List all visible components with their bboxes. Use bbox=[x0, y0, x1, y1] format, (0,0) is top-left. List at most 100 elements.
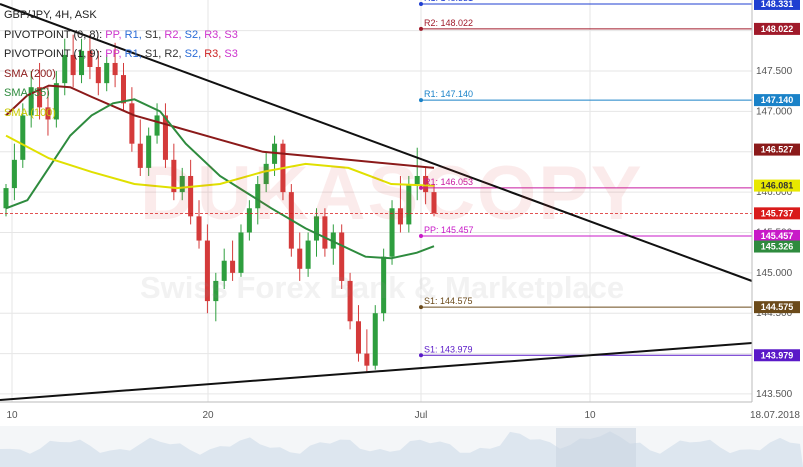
indicator-badge-text: 146.081 bbox=[761, 181, 794, 191]
candle-body bbox=[347, 280, 353, 322]
candle-body bbox=[397, 208, 403, 225]
candle-body bbox=[255, 184, 261, 209]
legend-item-r1: R1, bbox=[124, 28, 145, 41]
level-badge bbox=[754, 22, 800, 35]
pivot-level-dot bbox=[419, 1, 423, 6]
candle-body bbox=[431, 192, 437, 214]
candle-body bbox=[11, 159, 17, 189]
sma100-line bbox=[5, 134, 435, 190]
candle-body bbox=[414, 175, 420, 185]
level-badge bbox=[754, 301, 800, 314]
candle-body bbox=[162, 115, 168, 160]
legend-sma-200: SMA (200) bbox=[4, 67, 56, 80]
candle-body bbox=[112, 62, 118, 76]
trendlines bbox=[0, 3, 753, 401]
candle-body bbox=[171, 159, 177, 193]
candle-body bbox=[146, 135, 152, 168]
candle-body bbox=[28, 87, 34, 116]
level-badge-text: 147.140 bbox=[761, 95, 794, 105]
indicator-badge-text: 146.527 bbox=[761, 145, 794, 155]
candle-body bbox=[179, 175, 185, 193]
candle-body bbox=[406, 184, 412, 225]
candle-body bbox=[196, 216, 202, 241]
legend-item-s2: S2, bbox=[184, 48, 205, 60]
level-badge-text: 145.457 bbox=[761, 231, 794, 241]
indicator-badge-text: 145.326 bbox=[761, 242, 794, 252]
indicator-badge bbox=[754, 143, 800, 156]
pivot-level-label: R1: 146.053 bbox=[424, 177, 473, 187]
candle-body bbox=[246, 208, 252, 233]
pivot-level-label: PP: 145.457 bbox=[424, 225, 474, 235]
indicator-badge bbox=[754, 240, 800, 253]
pivot-level-label: R2: 148.022 bbox=[424, 18, 473, 28]
legend-item-s1: S1, bbox=[144, 28, 165, 41]
chart-legend: GBP/JPY, 4H, ASK PIVOTPOINT (0, 8): PP, … bbox=[4, 6, 238, 123]
candle-body bbox=[62, 54, 68, 84]
candle-body bbox=[53, 83, 59, 120]
level-badge bbox=[754, 94, 800, 107]
legend-item-pp: PP, bbox=[105, 48, 125, 60]
candle-body bbox=[339, 232, 345, 281]
pivot-level-dot bbox=[419, 26, 423, 31]
legend-item-pp: PP, bbox=[105, 28, 125, 41]
candle-body bbox=[423, 175, 429, 193]
legend-pivot-2: PIVOTPOINT (1, 9): PP, R1, S1, R2, S2, R… bbox=[4, 45, 238, 65]
candle-body bbox=[305, 240, 311, 269]
candle-body bbox=[355, 321, 361, 354]
candle-body bbox=[129, 103, 135, 144]
level-badge bbox=[754, 349, 800, 362]
x-tick-label: 10 bbox=[584, 410, 596, 421]
pivot-level-dot bbox=[419, 98, 423, 103]
candle-body bbox=[120, 75, 127, 104]
date-label: 18.07.2018 bbox=[750, 410, 800, 421]
candle-body bbox=[87, 50, 93, 67]
legend-sma-55: SMA (55) bbox=[4, 87, 50, 99]
current-price-badge-text: 145.737 bbox=[761, 208, 794, 218]
legend-pivot-1-label: PIVOTPOINT (0, 8): bbox=[4, 28, 103, 41]
uptrend-line bbox=[0, 342, 753, 401]
y-tick-label: 144.500 bbox=[756, 308, 793, 319]
x-tick-label: 20 bbox=[202, 410, 214, 421]
candle-body bbox=[95, 67, 101, 84]
x-tick-label: Jul bbox=[415, 410, 428, 421]
pivot-level-dot bbox=[419, 185, 423, 190]
candle-body bbox=[230, 260, 236, 273]
legend-pivot-2-items: PP, R1, S1, R2, S2, R3, S3 bbox=[105, 48, 238, 60]
pivot-level-label: S1: 144.575 bbox=[424, 296, 473, 306]
candle-body bbox=[389, 208, 395, 257]
level-badge bbox=[754, 0, 800, 10]
axes: 143.500144.000144.500145.000145.500146.0… bbox=[0, 0, 800, 421]
legend-pivot-2-label: PIVOTPOINT (1, 9): bbox=[4, 48, 103, 60]
indicator-badge bbox=[754, 179, 800, 192]
y-tick-label: 147.000 bbox=[756, 106, 793, 117]
level-badge-text: 148.022 bbox=[761, 24, 794, 34]
candle-body bbox=[263, 163, 269, 185]
level-badge-text: 143.979 bbox=[761, 350, 794, 360]
candle-body bbox=[188, 175, 194, 217]
candle-body bbox=[3, 188, 9, 209]
candle-body bbox=[104, 62, 110, 84]
legend-symbol: GBP/JPY, 4H, ASK bbox=[4, 9, 97, 21]
candle-body bbox=[70, 54, 76, 76]
pivot-level-dot bbox=[419, 233, 423, 238]
x-tick-label: 10 bbox=[6, 410, 18, 421]
moving-averages bbox=[5, 84, 435, 260]
candle-body bbox=[364, 353, 370, 366]
legend-item-s3: S3 bbox=[224, 28, 238, 41]
candle-body bbox=[45, 107, 51, 120]
y-tick-label: 143.500 bbox=[756, 389, 793, 400]
legend-item-r2: R2, bbox=[164, 28, 185, 41]
candle-body bbox=[221, 260, 227, 281]
candle-body bbox=[154, 115, 160, 136]
candle-body bbox=[79, 50, 85, 76]
candle-body bbox=[322, 216, 328, 249]
legend-item-r2: R2, bbox=[164, 48, 185, 60]
downtrend-line bbox=[0, 3, 753, 282]
legend-item-s2: S2, bbox=[184, 28, 205, 41]
candle-body bbox=[313, 216, 320, 241]
legend-pivot-1: PIVOTPOINT (0, 8): PP, R1, S1, R2, S2, R… bbox=[4, 26, 238, 46]
legend-sma-100: SMA (100) bbox=[4, 106, 56, 119]
sma55-line bbox=[5, 98, 435, 260]
pivot-level-label: S1: 143.979 bbox=[424, 344, 473, 354]
